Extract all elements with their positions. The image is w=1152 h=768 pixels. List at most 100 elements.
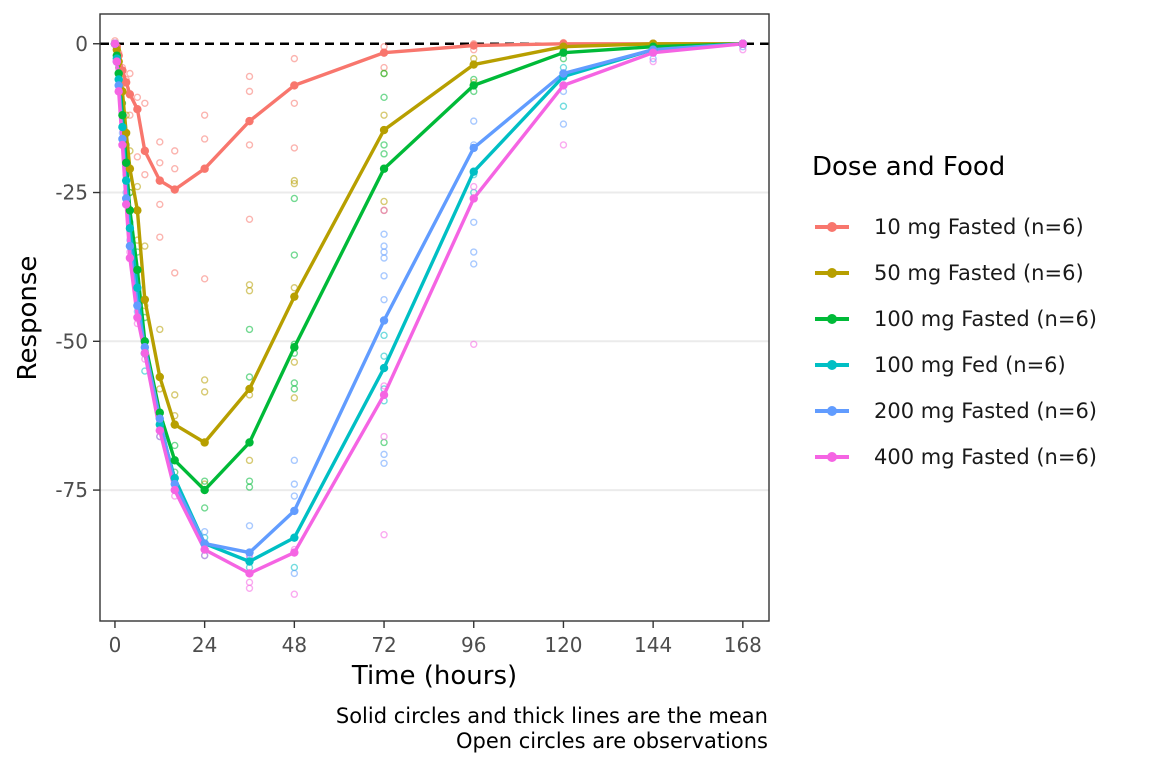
mean-point [133, 301, 142, 310]
mean-point [118, 110, 127, 120]
mean-point [245, 438, 254, 447]
legend-label: 200 mg Fasted (n=6) [874, 399, 1097, 423]
observation-point [380, 254, 388, 262]
caption-line-2: Open circles are observations [455, 729, 768, 753]
mean-point [125, 241, 135, 251]
mean-point [379, 48, 389, 57]
mean-point [133, 313, 142, 322]
mean-point [245, 548, 254, 557]
observation-point [380, 531, 388, 539]
observation-point [559, 120, 568, 128]
mean-point [114, 87, 123, 96]
mean-point [114, 81, 123, 90]
observation-point [245, 373, 254, 381]
observation-point [290, 394, 299, 402]
caption-line-1: Solid circles and thick lines are the me… [335, 704, 768, 728]
mean-point [155, 420, 164, 429]
observation-point [290, 358, 299, 366]
legend-label: 100 mg Fed (n=6) [874, 353, 1066, 377]
mean-point [140, 343, 150, 352]
observation-point [380, 93, 388, 102]
legend-items: 10 mg Fasted (n=6) 50 mg Fasted (n=6) 100 … [812, 204, 1097, 480]
observation-point [200, 477, 209, 485]
mean-point [118, 140, 127, 150]
mean-point [112, 57, 122, 66]
observation-point [200, 504, 209, 512]
y-tick-label: -50 [55, 329, 88, 353]
observation-point [380, 197, 388, 206]
mean-point [170, 456, 179, 465]
observation-point [290, 54, 299, 63]
mean-point [140, 349, 150, 358]
mean-point [170, 185, 179, 194]
observation-point [380, 450, 388, 459]
observation-point [141, 99, 149, 107]
legend-label: 10 mg Fasted (n=6) [874, 215, 1084, 239]
panel-background [100, 14, 769, 621]
mean-points [110, 39, 748, 578]
x-tick-label: 72 [371, 633, 396, 657]
observation-point [200, 111, 209, 119]
legend-label: 100 mg Fasted (n=6) [874, 307, 1097, 331]
axes: 0 24 48 72 96 120 144 168 0 -25 -50 -75 [55, 32, 762, 657]
mean-point [170, 485, 179, 495]
legend-swatch-dot [827, 452, 837, 462]
x-tick-label: 48 [282, 633, 307, 657]
mean-point [469, 41, 478, 50]
legend-item: 50 mg Fasted (n=6) [812, 250, 1097, 296]
observation-point [200, 528, 209, 536]
mean-point [290, 533, 299, 542]
observation-point [380, 331, 388, 340]
mean-point [559, 81, 568, 90]
legend-swatch-dot [827, 406, 837, 416]
mean-point [245, 569, 254, 578]
panel-border [99, 13, 770, 622]
legend-swatch-dot [827, 314, 837, 324]
mean-point [155, 426, 164, 435]
mean-point [121, 176, 131, 185]
observation-point [133, 93, 142, 102]
mean-point [200, 485, 209, 495]
observation-point [559, 102, 568, 110]
observation-point [245, 522, 254, 530]
mean-point [170, 479, 179, 489]
observation-point [245, 87, 254, 96]
observation-point [380, 459, 388, 467]
observation-point [380, 272, 388, 280]
x-tick-label: 96 [461, 633, 486, 657]
mean-point [155, 414, 164, 423]
mean-point [155, 176, 164, 185]
mean-point [290, 506, 299, 516]
mean-point [121, 200, 131, 209]
observation-point [126, 111, 134, 119]
mean-point [133, 206, 142, 215]
observation-point [380, 111, 388, 119]
mean-point [121, 194, 131, 203]
observation-point [141, 170, 149, 179]
x-tick-label: 168 [724, 633, 762, 657]
mean-point [469, 194, 478, 203]
legend-label: 50 mg Fasted (n=6) [874, 261, 1084, 285]
observation-point [245, 483, 254, 491]
mean-point [155, 408, 164, 417]
grid-lines [100, 191, 769, 492]
observation-point [380, 230, 388, 238]
mean-point [140, 295, 150, 304]
mean-point [379, 363, 389, 373]
y-tick-label: -75 [55, 478, 88, 502]
legend-label: 400 mg Fasted (n=6) [874, 445, 1097, 469]
mean-point [559, 48, 568, 57]
observation-point [156, 138, 164, 146]
observation-point [290, 480, 299, 488]
legend-swatch-dot [827, 222, 837, 232]
observation-point [470, 248, 478, 256]
observation-point [290, 456, 299, 465]
mean-point [379, 390, 389, 400]
mean-point [114, 75, 123, 84]
legend-swatch [812, 309, 852, 329]
mean-point [118, 134, 127, 144]
observation-point [156, 159, 164, 167]
mean-point [379, 125, 389, 135]
observation-point [245, 215, 254, 224]
plot-panel [100, 14, 769, 621]
